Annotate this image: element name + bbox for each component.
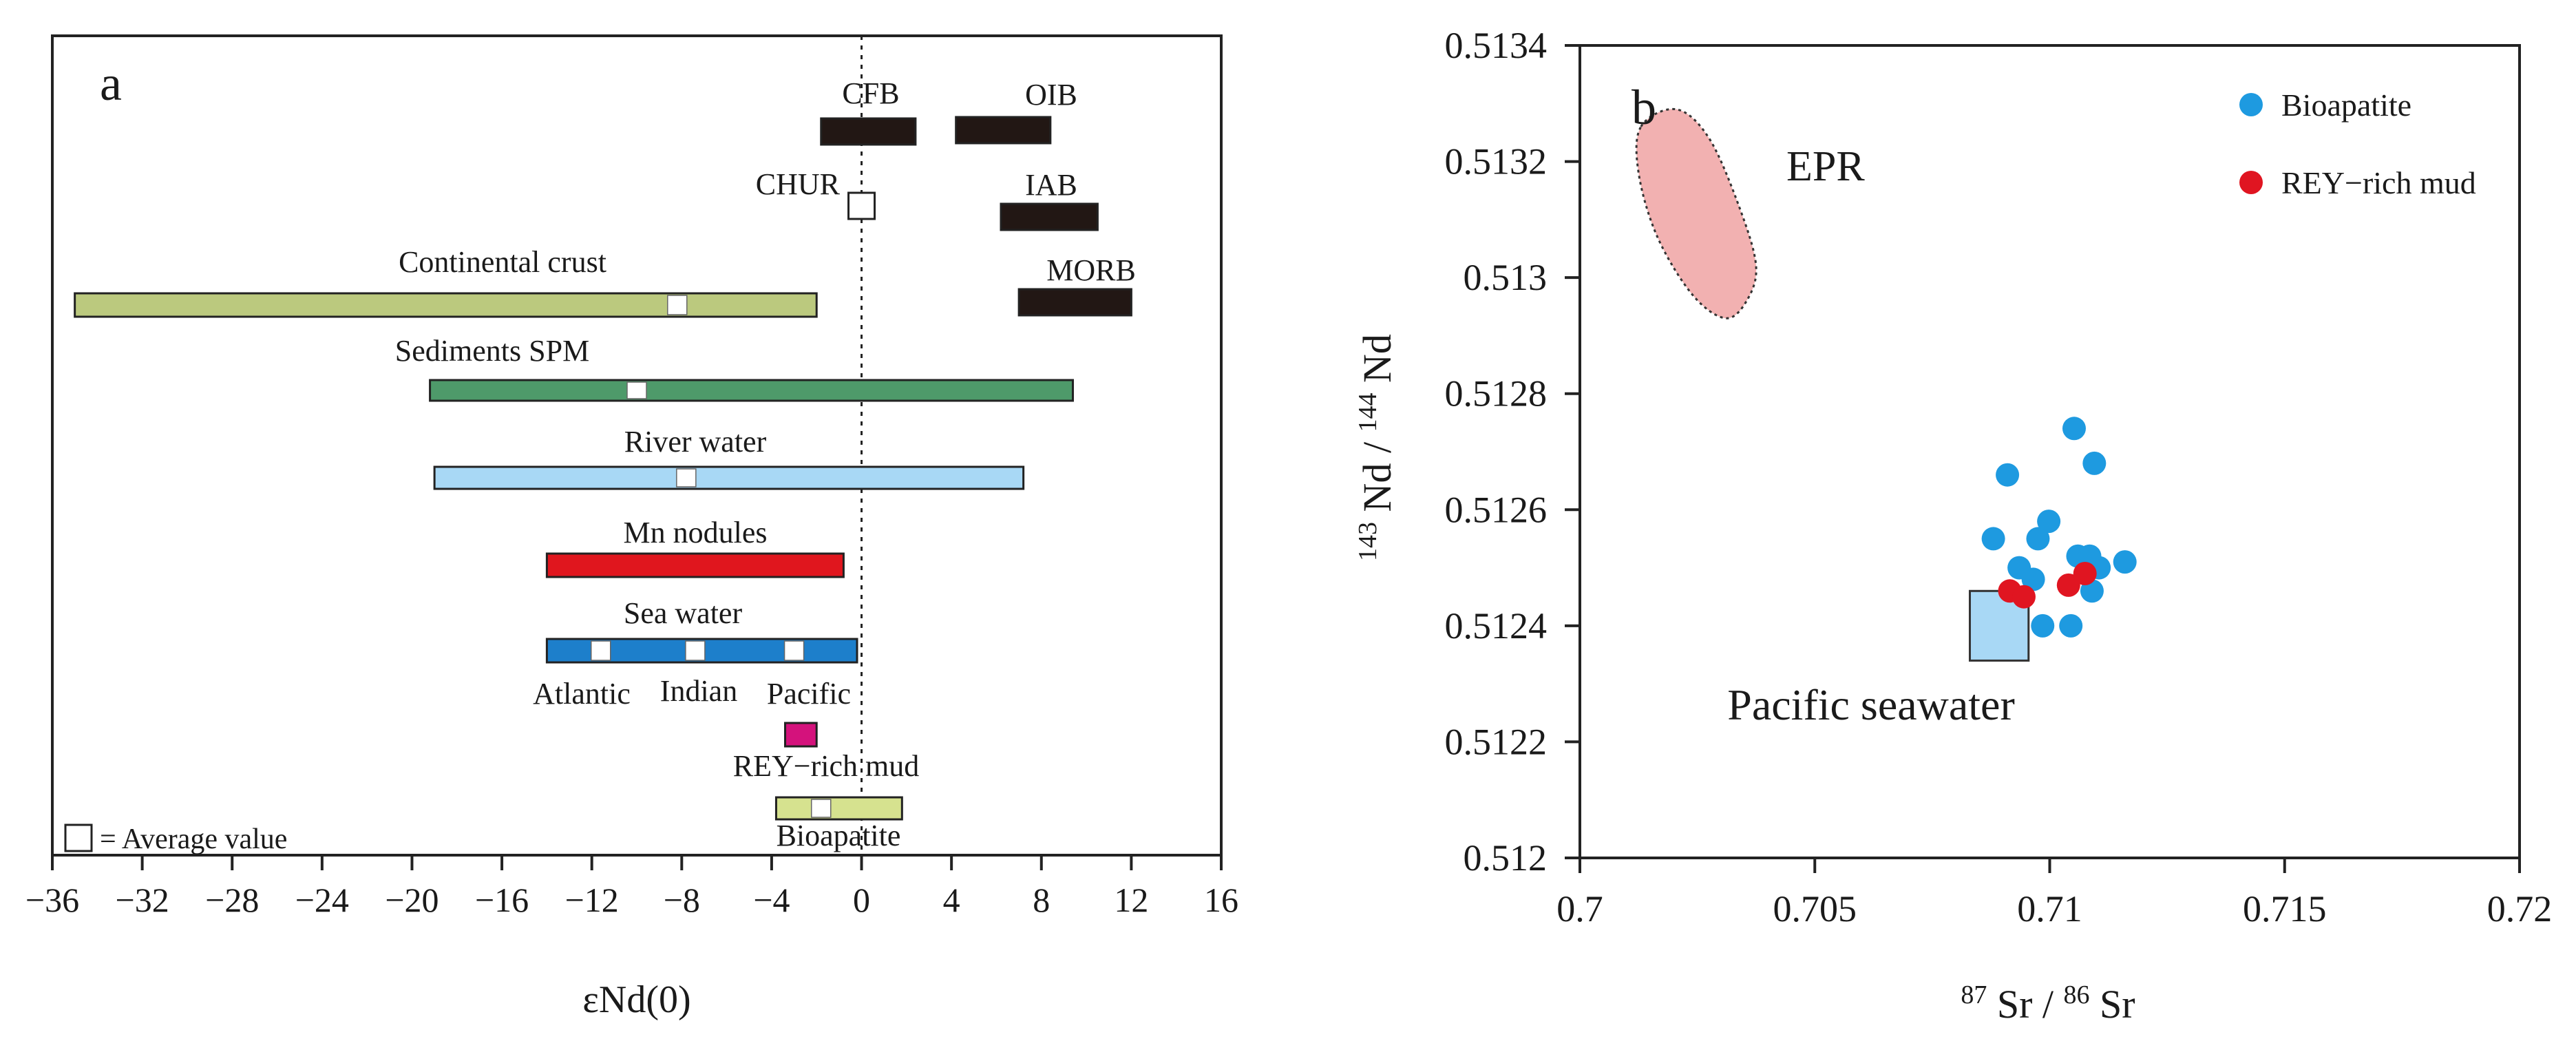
x-tick-label: −16 [475,881,529,919]
sea-water-sublabel-pacific: Pacific [767,677,851,711]
x-tick-label: −20 [385,881,439,919]
x-tick-label: 0.7 [1556,888,1603,930]
point-bioapatite [2113,550,2137,574]
x-tick-label: 0.72 [2487,888,2553,930]
x-tick-label: −36 [25,881,79,919]
sea-water-sublabel-indian: Indian [660,674,737,708]
legend-label-rey-rich-mud: REY−rich mud [2281,165,2476,200]
panel-b-xlabel: 87 Sr / 86 Sr [1961,980,2135,1027]
range-label-cfb: CFB [842,76,899,110]
y-tick-label: 0.512 [1464,837,1548,879]
range-label-sediments-spm: Sediments SPM [395,334,589,368]
sea-water-sublabel-atlantic: Atlantic [533,677,631,711]
y-tick-label: 0.5128 [1445,373,1548,414]
point-bioapatite [1981,527,2005,551]
range-bar-oib [955,116,1052,145]
panel-a-frame [51,34,1223,857]
point-bioapatite [2026,527,2050,551]
point-rey-rich-mud [2056,573,2080,597]
panel-b: 0.7 0.705 0.71 0.715 0.72 0.512 0.5122 0.5124 0.… [1353,25,2552,1027]
average-marker-sea-water [591,640,611,661]
panel-a-label: a [100,56,122,111]
x-tick-label: 8 [1033,881,1050,919]
legend-marker-rey-rich-mud [2239,171,2263,194]
point-bioapatite [2059,613,2083,638]
range-bar-rey-rich-mud [784,722,818,748]
y-tick-label: 0.5132 [1445,141,1548,182]
panel-b-label: b [1632,80,1656,135]
range-bar-iab [1000,202,1099,231]
range-label-morb: MORB [1046,253,1136,287]
epr-label: EPR [1786,143,1865,190]
range-bar-mn-nodules [545,552,845,578]
panel-b-ylabel: 143 Nd / 144 Nd [1353,334,1400,561]
range-label-sea-water: Sea water [624,596,743,630]
point-rey-rich-mud [2012,585,2036,609]
point-bioapatite [2082,451,2107,475]
range-label-river-water: River water [624,425,767,459]
average-marker-sea-water [685,640,706,661]
average-marker-continental-crust [667,295,688,315]
average-marker-river-water [676,468,697,487]
legend-marker-bioapatite [2239,93,2263,116]
y-tick-label: 0.5134 [1445,25,1548,66]
x-tick-label: 16 [1204,881,1238,919]
point-bioapatite [2062,417,2086,441]
range-bar-bioapatite [774,796,903,821]
average-marker-sediments-spm [626,381,647,399]
point-bioapatite [1996,463,2020,487]
point-bioapatite [2031,613,2055,638]
average-marker-sea-water [783,640,805,661]
legend-average-text: = Average value [100,823,287,855]
range-bar-sediments-spm [429,379,1074,402]
y-tick-label: 0.5122 [1445,721,1548,762]
x-tick-label: 0.705 [1773,888,1857,930]
panel-a: −36 −32 −28 −24 −20 −16 −12 −8 −4 0 4 8 12 16 CHUR CFB O… [25,36,1238,919]
legend-average-marker [64,823,93,852]
point-bioapatite [2037,510,2061,534]
x-tick-label: 0 [853,881,870,919]
x-tick-label: −8 [664,881,700,919]
x-tick-label: −32 [116,881,169,919]
range-bar-cfb [820,117,917,146]
range-bar-river-water [433,465,1025,490]
x-tick-label: 4 [943,881,960,919]
y-tick-label: 0.5124 [1445,605,1548,647]
x-tick-label: −24 [295,881,349,919]
panel-a-xlabel: εNd(0) [582,978,690,1021]
y-tick-label: 0.513 [1464,257,1548,298]
range-bar-continental-crust [74,292,818,318]
range-label-continental-crust: Continental crust [399,245,606,279]
range-label-mn-nodules: Mn nodules [624,516,768,549]
x-tick-label: −28 [205,881,259,919]
range-label-bioapatite: Bioapatite [777,819,901,852]
range-label-oib: OIB [1025,78,1077,112]
legend-label-bioapatite: Bioapatite [2281,87,2411,123]
pacific-seawater-label: Pacific seawater [1727,680,2015,729]
chur-label: CHUR [756,167,841,201]
x-tick-label: 12 [1114,881,1148,919]
x-tick-label: −12 [565,881,619,919]
chur-marker [847,191,876,220]
range-label-rey-rich-mud: REY−rich mud [733,749,919,783]
point-bioapatite [2021,567,2045,591]
point-rey-rich-mud [2073,562,2097,585]
x-tick-label: −4 [753,881,790,919]
y-tick-label: 0.5126 [1445,489,1548,530]
epr-region [1635,107,1757,319]
average-marker-bioapatite [811,799,832,818]
range-bar-morb [1017,288,1132,317]
x-tick-label: 0.715 [2243,888,2327,930]
x-tick-label: 0.71 [2017,888,2082,930]
range-label-iab: IAB [1025,168,1077,202]
